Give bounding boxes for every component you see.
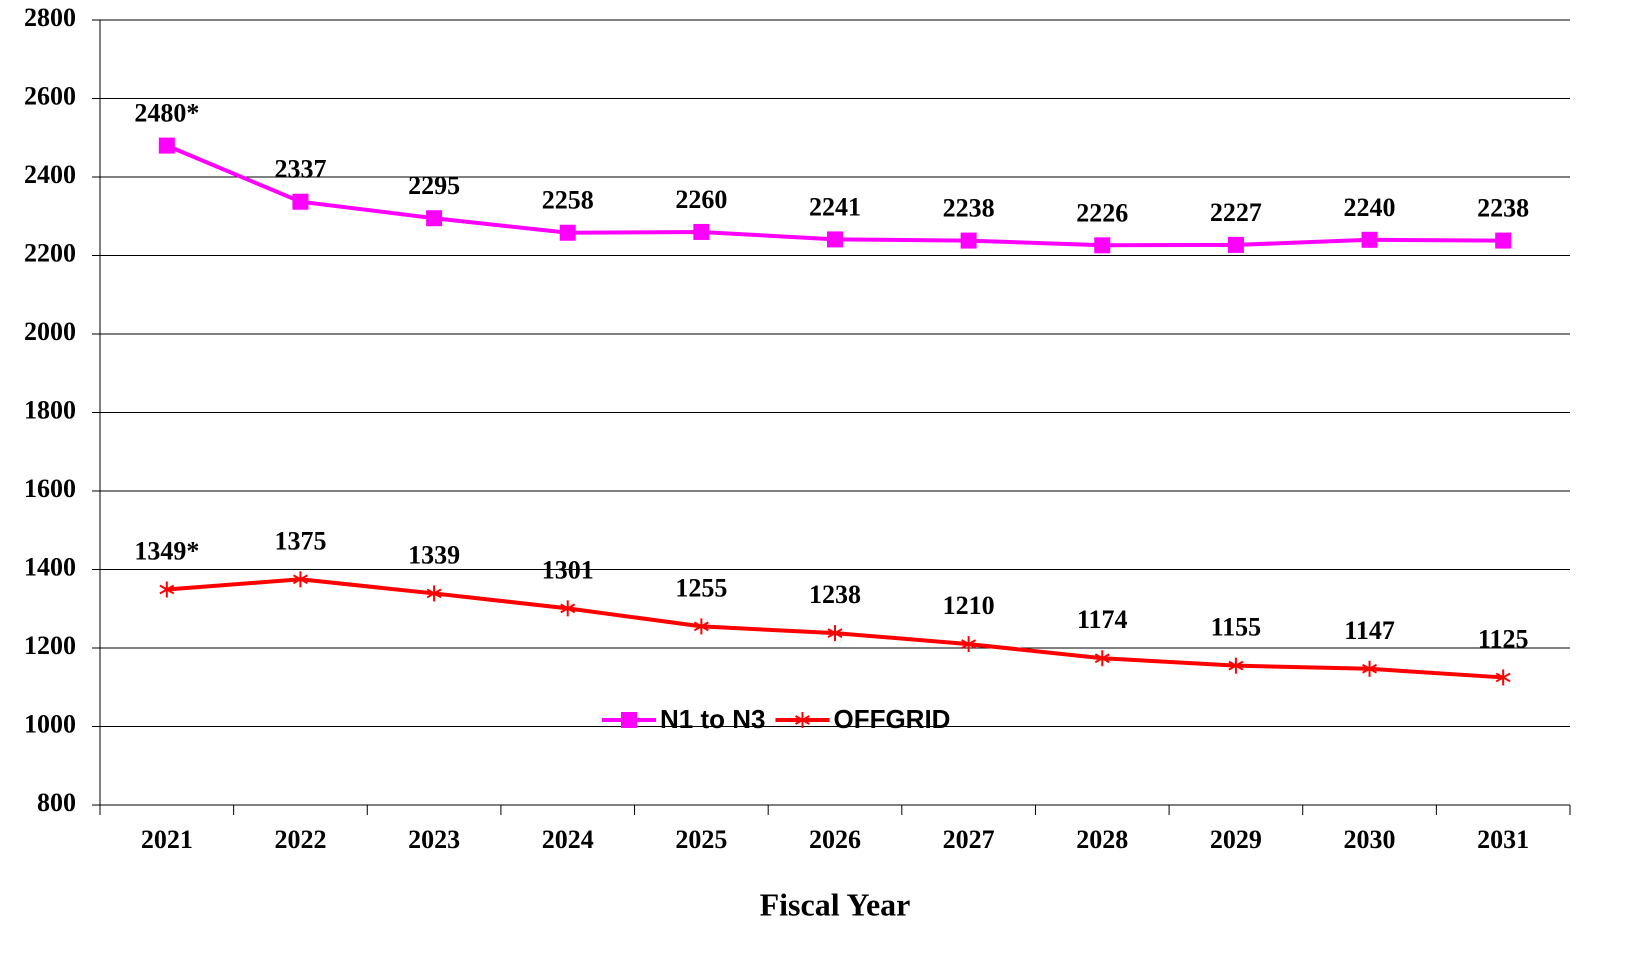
marker [1495, 669, 1511, 686]
x-tick-label: 2022 [274, 825, 326, 854]
marker [693, 618, 709, 635]
y-tick-label: 2800 [24, 3, 76, 32]
data-label: 1210 [943, 591, 995, 620]
marker [292, 193, 309, 210]
y-tick-label: 800 [37, 788, 76, 817]
marker [158, 137, 175, 154]
data-label: 1349* [134, 536, 199, 565]
data-label: 2480* [134, 99, 199, 128]
x-tick-label: 2023 [408, 825, 460, 854]
marker [1227, 236, 1244, 253]
x-tick-label: 2026 [809, 825, 861, 854]
marker [1361, 231, 1378, 248]
data-label: 2260 [675, 185, 727, 214]
data-label: 2241 [809, 192, 861, 221]
marker [961, 636, 977, 653]
marker [426, 585, 442, 602]
data-label: 2227 [1210, 198, 1262, 227]
x-tick-label: 2025 [675, 825, 727, 854]
marker-stroke [961, 639, 977, 649]
x-tick-label: 2028 [1076, 825, 1128, 854]
x-tick-label: 2027 [943, 825, 995, 854]
marker-stroke [827, 628, 843, 638]
marker [1094, 237, 1111, 254]
marker-stroke [1228, 660, 1244, 671]
marker-stroke [426, 588, 442, 599]
y-tick-label: 2400 [24, 160, 76, 189]
marker-stroke [560, 603, 576, 614]
marker-stroke [159, 584, 175, 595]
x-tick-label: 2031 [1477, 825, 1529, 854]
marker [827, 625, 843, 642]
marker-stroke [1094, 653, 1110, 664]
y-tick-label: 1000 [24, 709, 76, 738]
marker-stroke [292, 574, 308, 585]
marker-stroke [693, 621, 709, 632]
data-label: 1155 [1211, 613, 1262, 642]
marker [1228, 657, 1244, 674]
y-tick-label: 1200 [24, 631, 76, 660]
legend-label: N1 to N3 [660, 704, 765, 734]
data-label: 1339 [408, 540, 460, 569]
marker [1495, 232, 1512, 249]
data-label: 2258 [542, 186, 594, 215]
y-tick-label: 1600 [24, 474, 76, 503]
x-axis-label: Fiscal Year [760, 886, 911, 922]
data-label: 1147 [1344, 616, 1395, 645]
y-tick-label: 2600 [24, 81, 76, 110]
marker [795, 712, 810, 728]
data-label: 1125 [1478, 624, 1529, 653]
data-label: 2240 [1344, 193, 1396, 222]
marker-stroke [1362, 663, 1378, 674]
data-label: 1174 [1077, 605, 1128, 634]
marker [693, 223, 710, 240]
marker [827, 231, 843, 248]
marker-stroke [1495, 672, 1511, 683]
data-label: 2337 [274, 155, 326, 184]
y-tick-label: 1800 [24, 395, 76, 424]
data-label: 2238 [943, 194, 995, 223]
marker [559, 224, 576, 241]
legend-label: OFFGRID [833, 704, 950, 734]
marker [1094, 650, 1110, 667]
data-label: 1255 [675, 573, 727, 602]
marker [621, 712, 637, 728]
marker [426, 210, 443, 227]
x-tick-label: 2024 [542, 825, 594, 854]
marker [1362, 660, 1378, 677]
y-tick-label: 2000 [24, 317, 76, 346]
y-tick-label: 2200 [24, 238, 76, 267]
x-tick-label: 2029 [1210, 825, 1262, 854]
x-tick-label: 2030 [1344, 825, 1396, 854]
marker [960, 232, 977, 249]
x-tick-label: 2021 [141, 825, 193, 854]
data-label: 1375 [274, 526, 326, 555]
marker [292, 571, 308, 588]
y-tick-label: 1400 [24, 552, 76, 581]
data-label: 2295 [408, 171, 460, 200]
marker [159, 581, 175, 598]
data-label: 1301 [542, 555, 594, 584]
marker-stroke [795, 715, 810, 725]
data-label: 2238 [1477, 194, 1529, 223]
data-label: 2226 [1076, 198, 1128, 227]
data-label: 1238 [809, 580, 861, 609]
marker [560, 600, 576, 617]
